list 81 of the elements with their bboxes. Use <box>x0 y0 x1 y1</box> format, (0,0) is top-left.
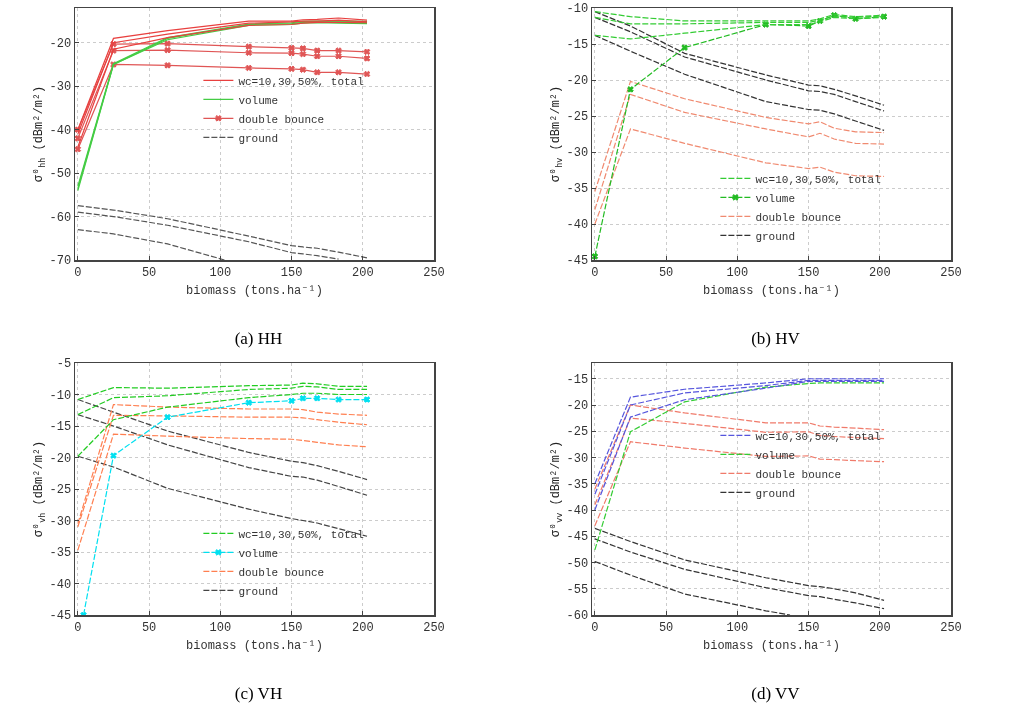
x-tick-label: 50 <box>141 620 157 635</box>
y-tick-label: -30 <box>566 451 589 466</box>
x-tick-label: 250 <box>940 620 962 635</box>
legend-label: wc=10,30,50%, total <box>755 430 881 443</box>
x-tick-label: 0 <box>74 265 82 280</box>
legend-label: ground <box>238 132 278 145</box>
y-tick-label: -25 <box>49 483 72 498</box>
y-tick-label: -45 <box>49 609 72 624</box>
y-tick-label: -25 <box>566 425 589 440</box>
y-tick-label: -40 <box>49 123 72 138</box>
x-axis-title: biomass (tons.ha⁻¹) <box>186 638 323 653</box>
x-tick-label: 150 <box>280 265 303 280</box>
y-tick-label: -10 <box>566 2 589 17</box>
x-tick-label: 150 <box>280 620 303 635</box>
x-tick-label: 100 <box>726 620 749 635</box>
y-tick-label: -50 <box>566 556 589 571</box>
legend-label: wc=10,30,50%, total <box>755 173 881 186</box>
legend-label: ground <box>238 585 278 598</box>
y-tick-label: -60 <box>566 609 589 624</box>
x-tick-label: 50 <box>658 620 674 635</box>
legend-label: double bounce <box>238 113 325 126</box>
x-tick-label: 150 <box>797 620 820 635</box>
x-tick-label: 250 <box>423 265 445 280</box>
y-tick-label: -55 <box>566 582 589 597</box>
y-tick-label: -45 <box>566 530 589 545</box>
y-tick-label: -40 <box>566 504 589 519</box>
y-tick-label: -20 <box>49 36 72 51</box>
y-tick-label: -10 <box>49 388 72 403</box>
x-axis-title: biomass (tons.ha⁻¹) <box>703 638 840 653</box>
y-tick-label: -60 <box>49 210 72 225</box>
legend-label: volume <box>238 94 278 107</box>
y-tick-label: -20 <box>566 399 589 414</box>
legend-label: double bounce <box>755 211 842 224</box>
legend-label: double bounce <box>755 468 842 481</box>
x-tick-label: 100 <box>209 620 232 635</box>
y-tick-label: -30 <box>566 146 589 161</box>
y-tick-label: -5 <box>56 357 72 372</box>
legend-label: volume <box>238 547 278 560</box>
legend-label: wc=10,30,50%, total <box>238 528 364 541</box>
y-tick-label: -35 <box>566 477 589 492</box>
text: (a) HH <box>234 329 283 349</box>
y-tick-label: -70 <box>49 254 72 269</box>
x-tick-label: 250 <box>423 620 445 635</box>
legend-label: volume <box>755 449 795 462</box>
x-tick-label: 250 <box>940 265 962 280</box>
y-tick-label: -15 <box>566 372 589 387</box>
x-tick-label: 100 <box>209 265 232 280</box>
y-tick-label: -30 <box>49 80 72 95</box>
y-tick-label: -20 <box>49 451 72 466</box>
y-tick-label: -50 <box>49 167 72 182</box>
x-tick-label: 200 <box>351 620 374 635</box>
x-axis-title: biomass (tons.ha⁻¹) <box>186 283 323 298</box>
x-tick-label: 200 <box>868 265 891 280</box>
x-axis-title: biomass (tons.ha⁻¹) <box>703 283 840 298</box>
y-tick-label: -40 <box>49 577 72 592</box>
y-tick-label: -45 <box>566 254 589 269</box>
legend-label: volume <box>755 192 795 205</box>
legend-label: double bounce <box>238 566 325 579</box>
x-tick-label: 200 <box>351 265 374 280</box>
legend-label: ground <box>755 230 795 243</box>
text: (c) VH <box>234 684 283 704</box>
y-tick-label: -25 <box>566 110 589 125</box>
text: (d) VV <box>751 684 801 704</box>
x-tick-label: 200 <box>868 620 891 635</box>
x-tick-label: 100 <box>726 265 749 280</box>
y-tick-label: -30 <box>49 514 72 529</box>
y-tick-label: -15 <box>49 420 72 435</box>
legend-label: ground <box>755 487 795 500</box>
y-tick-label: -15 <box>566 38 589 53</box>
y-tick-label: -40 <box>566 218 589 233</box>
x-tick-label: 0 <box>591 265 599 280</box>
x-tick-label: 50 <box>141 265 157 280</box>
y-tick-label: -35 <box>49 546 72 561</box>
legend-label: wc=10,30,50%, total <box>238 75 364 88</box>
x-tick-label: 0 <box>74 620 82 635</box>
y-tick-label: -35 <box>566 182 589 197</box>
x-tick-label: 150 <box>797 265 820 280</box>
text: (b) HV <box>751 329 801 349</box>
x-tick-label: 0 <box>591 620 599 635</box>
y-tick-label: -20 <box>566 74 589 89</box>
x-tick-label: 50 <box>658 265 674 280</box>
